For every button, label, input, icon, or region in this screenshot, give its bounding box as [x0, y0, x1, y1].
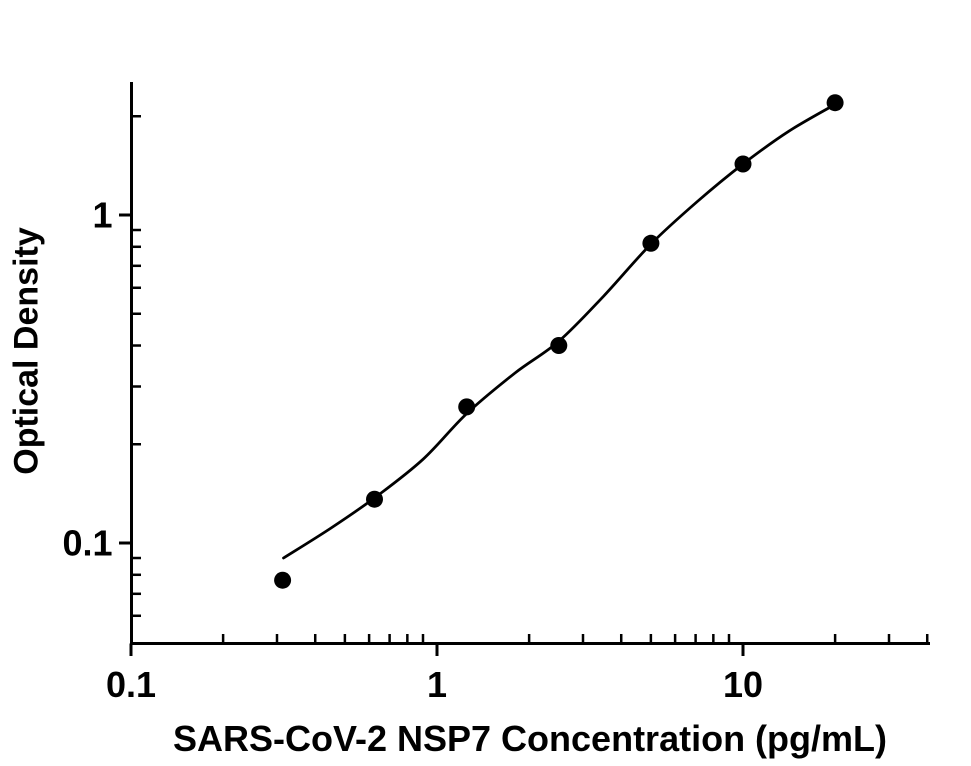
y-tick-label: 1 [92, 195, 112, 236]
data-point [734, 155, 752, 173]
x-tick-label: 10 [723, 664, 763, 705]
data-point [366, 490, 383, 508]
data-point [826, 94, 844, 112]
y-axis-title: Optical Density [7, 227, 46, 475]
x-axis-title: SARS-CoV-2 NSP7 Concentration (pg/mL) [172, 718, 888, 759]
x-tick-label: 0.1 [106, 664, 156, 705]
tick-labels: 0.1 1 0.1 1 10 [62, 195, 763, 706]
data-point [274, 571, 292, 589]
data-point [458, 398, 476, 416]
data-points [274, 94, 844, 589]
axis-ticks [119, 115, 929, 656]
data-point [642, 234, 660, 252]
y-tick-label: 0.1 [62, 523, 112, 564]
data-point [550, 337, 568, 354]
fit-curve-path [282, 101, 839, 560]
x-tick-label: 1 [427, 664, 447, 705]
